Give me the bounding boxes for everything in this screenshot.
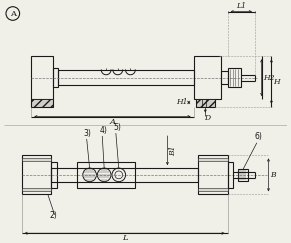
- Bar: [198, 158, 228, 161]
- Bar: [53, 68, 58, 87]
- Bar: [221, 71, 228, 85]
- Text: L1: L1: [236, 2, 246, 10]
- Text: D: D: [204, 114, 210, 122]
- Text: H1: H1: [176, 98, 188, 106]
- Text: 3): 3): [84, 129, 92, 138]
- Bar: [58, 70, 194, 86]
- Text: B1: B1: [169, 145, 177, 156]
- Text: 6): 6): [255, 132, 263, 141]
- Text: L: L: [122, 234, 127, 242]
- Bar: [77, 162, 135, 188]
- Text: H: H: [273, 78, 280, 86]
- Bar: [228, 68, 241, 87]
- Bar: [22, 158, 51, 161]
- Text: 2): 2): [50, 211, 58, 220]
- Bar: [51, 168, 198, 182]
- Bar: [31, 99, 53, 107]
- Bar: [238, 169, 248, 181]
- Text: 5): 5): [113, 123, 121, 132]
- Text: 4): 4): [99, 126, 107, 135]
- Bar: [198, 156, 228, 194]
- Text: A: A: [10, 9, 16, 17]
- Bar: [196, 99, 215, 107]
- Text: A: A: [109, 118, 116, 126]
- Bar: [31, 56, 53, 99]
- Bar: [51, 162, 56, 188]
- Bar: [228, 162, 233, 188]
- Bar: [22, 156, 51, 194]
- Bar: [198, 189, 228, 191]
- Bar: [22, 189, 51, 191]
- Text: H2: H2: [263, 74, 274, 82]
- Text: B: B: [270, 171, 276, 179]
- Bar: [194, 56, 221, 99]
